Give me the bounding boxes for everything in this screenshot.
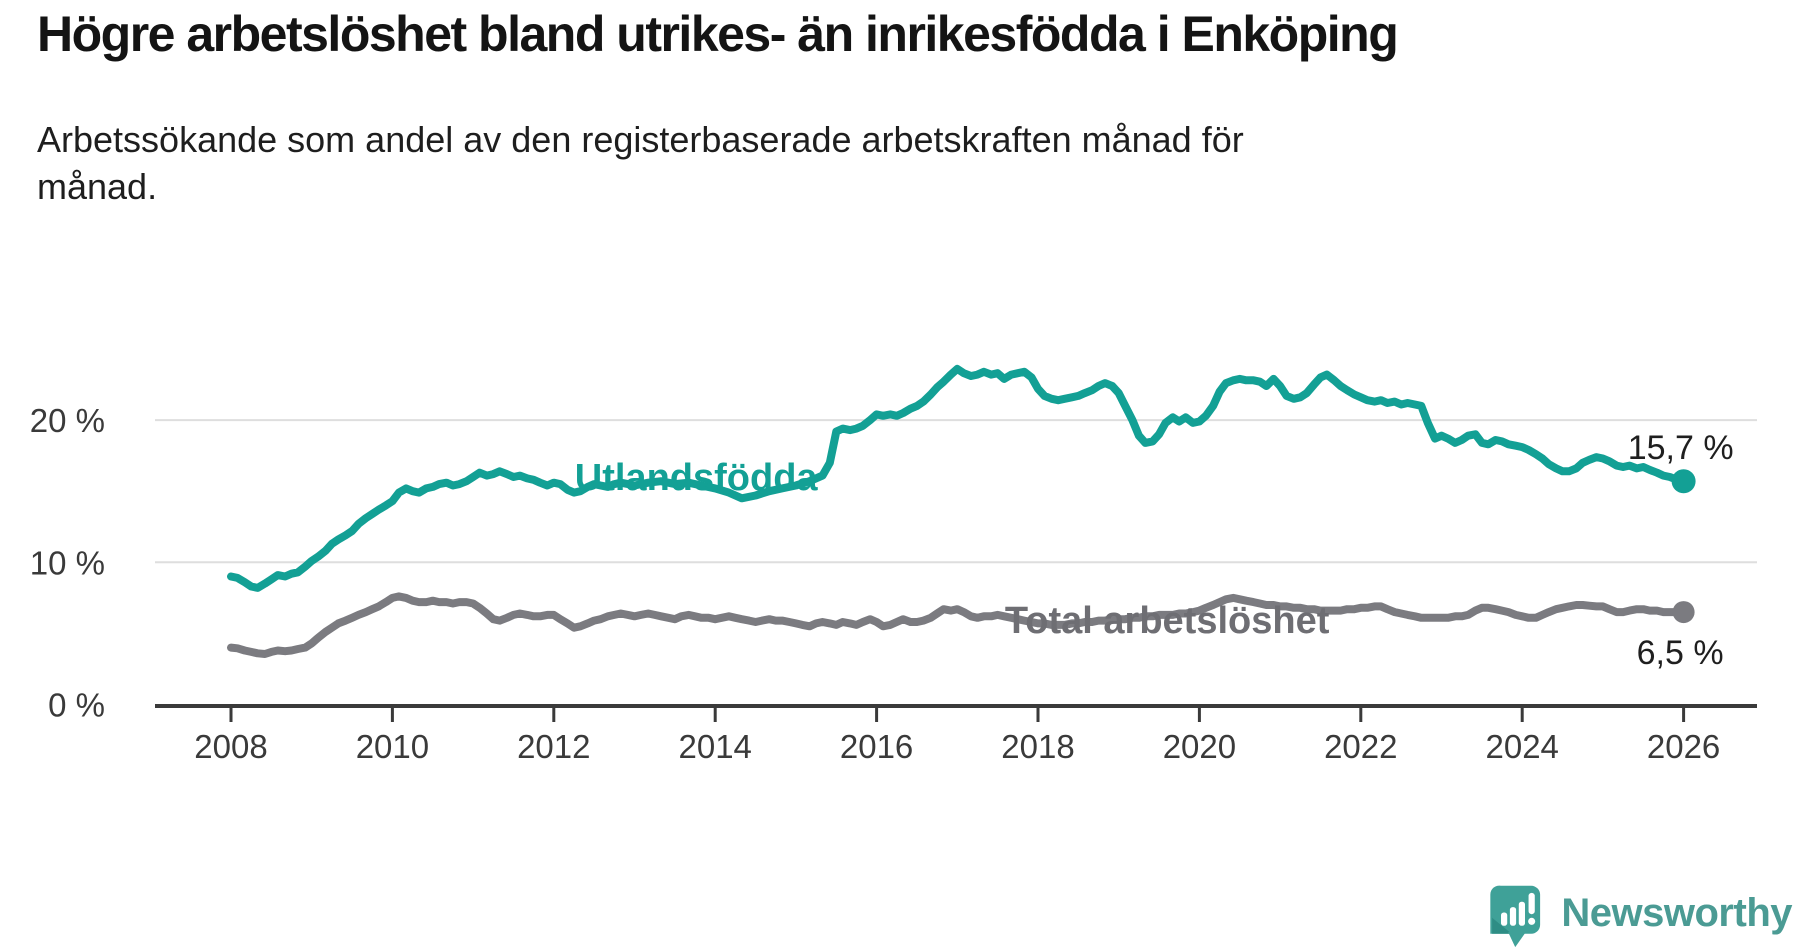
y-axis-label-20: 20 % bbox=[30, 402, 105, 439]
utlandsfodda-series-label: Utlandsfödda bbox=[575, 457, 819, 499]
x-axis-label-2026: 2026 bbox=[1647, 728, 1720, 765]
utlandsfodda-line bbox=[227, 364, 1688, 592]
total-arbetsloshet-line bbox=[227, 592, 1688, 658]
x-axis-label-2024: 2024 bbox=[1485, 728, 1558, 765]
x-axis-label-2014: 2014 bbox=[678, 728, 751, 765]
gridlines: 0 % 10 % 20 % bbox=[30, 402, 1757, 724]
subtitle-line-1: Arbetssökande som andel av den registerb… bbox=[37, 119, 1244, 160]
y-axis-label-10: 10 % bbox=[30, 544, 105, 581]
newsworthy-logo-text: Newsworthy bbox=[1561, 890, 1792, 935]
x-axis-label-2012: 2012 bbox=[517, 728, 590, 765]
y-axis-label-0: 0 % bbox=[48, 687, 105, 724]
x-axis-label-2018: 2018 bbox=[1001, 728, 1074, 765]
x-axis-label-2020: 2020 bbox=[1163, 728, 1236, 765]
newsworthy-speech-bubble-chart-icon bbox=[1490, 885, 1541, 948]
x-axis: 2008 2010 2012 2014 2016 2018 2020 2022 2024 2026 bbox=[155, 704, 1757, 765]
x-axis-label-2008: 2008 bbox=[194, 728, 267, 765]
utlandsfodda-end-dot bbox=[1671, 469, 1696, 494]
x-axis-label-2022: 2022 bbox=[1324, 728, 1397, 765]
page-title: Högre arbetslöshet bland utrikes- än inr… bbox=[37, 6, 1399, 62]
utlandsfodda-end-value-label: 15,7 % bbox=[1628, 429, 1734, 467]
total-arbetsloshet-series-label: Total arbetslöshet bbox=[1005, 600, 1330, 642]
chart-labels: Utlandsfödda 15,7 % Total arbetslöshet 6,5 … bbox=[575, 429, 1734, 672]
total-arbetsloshet-end-dot bbox=[1672, 601, 1695, 624]
newsworthy-logo[interactable]: Newsworthy bbox=[1489, 884, 1792, 948]
series-lines bbox=[227, 364, 1696, 658]
chart-subtitle: Arbetssökande som andel av den registerb… bbox=[37, 116, 1537, 210]
total-arbetsloshet-end-value-label: 6,5 % bbox=[1637, 634, 1724, 672]
x-axis-label-2010: 2010 bbox=[356, 728, 429, 765]
x-axis-label-2016: 2016 bbox=[840, 728, 913, 765]
subtitle-line-2: månad. bbox=[37, 166, 158, 207]
